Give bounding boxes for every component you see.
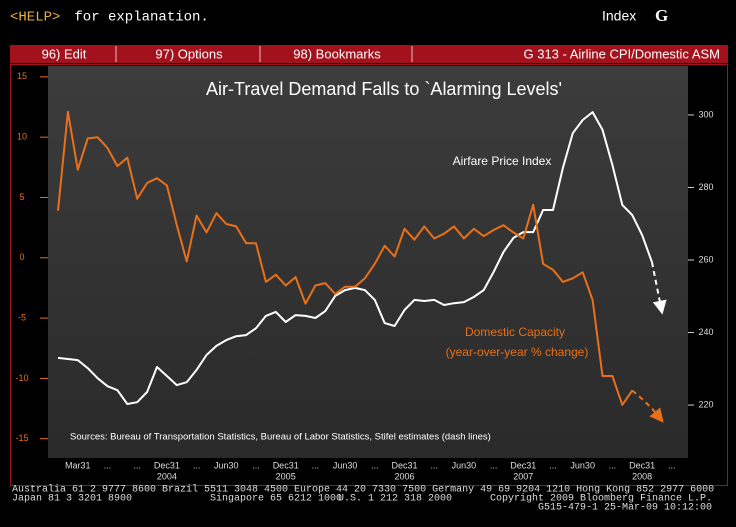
x-year-label: 2005 <box>276 471 296 481</box>
menu-item[interactable]: 97) Options <box>155 46 223 61</box>
x-tick-label: ... <box>371 460 379 470</box>
screen-key: G <box>655 6 668 25</box>
series-label: Airfare Price Index <box>453 154 552 168</box>
footer-text: Singapore 65 6212 1000 <box>210 493 342 505</box>
x-tick-label: ... <box>252 460 260 470</box>
help-text: for explanation. <box>66 10 209 26</box>
series-line <box>57 110 634 406</box>
help-key[interactable]: <HELP> <box>10 10 60 26</box>
menu-bar <box>10 45 728 63</box>
menu-item[interactable]: 96) Edit <box>42 46 87 61</box>
x-tick-label: Dec31 <box>154 460 180 470</box>
y-tick-label: -10 <box>15 373 28 383</box>
y-tick-label: 0 <box>19 252 24 262</box>
y-tick-label: 10 <box>17 132 27 142</box>
menu-item[interactable]: 98) Bookmarks <box>293 46 381 61</box>
y2-tick-label: 260 <box>698 254 713 264</box>
x-tick-label: Dec31 <box>629 460 655 470</box>
y2-tick-label: 240 <box>698 327 713 337</box>
x-tick-label: Mar31 <box>65 460 91 470</box>
x-year-label: 2008 <box>632 471 652 481</box>
y-tick-label: -5 <box>18 312 26 322</box>
x-year-label: 2006 <box>394 471 414 481</box>
x-tick-label: Dec31 <box>391 460 417 470</box>
x-tick-label: ... <box>430 460 438 470</box>
plot-area <box>48 66 688 458</box>
x-tick-label: ... <box>609 460 617 470</box>
footer-text: G515-479-1 25-Mar-09 10:12:00 <box>538 503 712 514</box>
x-tick-label: ... <box>312 460 320 470</box>
x-tick-label: ... <box>133 460 141 470</box>
x-tick-label: Jun30 <box>570 460 595 470</box>
x-tick-label: Dec31 <box>510 460 536 470</box>
footer-text: U.S. 1 212 318 2000 <box>338 494 452 505</box>
x-tick-label: ... <box>549 460 557 470</box>
x-tick-label: Jun30 <box>214 460 239 470</box>
x-tick-label: ... <box>668 460 676 470</box>
x-tick-label: ... <box>490 460 498 470</box>
series-label: Domestic Capacity <box>465 325 565 339</box>
y-tick-label: 15 <box>17 71 27 81</box>
series-line-estimate <box>631 389 664 423</box>
x-tick-label: ... <box>193 460 201 470</box>
y-tick-label: 5 <box>19 192 24 202</box>
annotation: (year-over-year % change) <box>446 345 589 359</box>
chart-title: Air-Travel Demand Falls to `Alarming Lev… <box>206 79 562 99</box>
source-note: Sources: Bureau of Transportation Statis… <box>70 432 491 443</box>
footer: Australia 61 2 9777 8600 Brazil 5511 304… <box>12 484 714 514</box>
footer-text: Japan 81 3 3201 8900 <box>12 494 132 505</box>
y2-tick-label: 220 <box>698 399 713 409</box>
x-tick-label: Dec31 <box>273 460 299 470</box>
x-year-label: 2007 <box>513 471 533 481</box>
series-line <box>57 111 653 405</box>
footer-text: Australia 61 2 9777 8600 Brazil 5511 304… <box>12 484 714 496</box>
x-year-label: 2004 <box>157 471 177 481</box>
y2-tick-label: 280 <box>698 182 713 192</box>
y2-tick-label: 300 <box>698 109 713 119</box>
screen-title: G 313 - Airline CPI/Domestic ASM <box>523 46 720 61</box>
screen-label: Index <box>602 8 636 24</box>
x-tick-label: Jun30 <box>333 460 358 470</box>
footer-text: Copyright 2009 Bloomberg Finance L.P. <box>490 493 712 505</box>
x-tick-label: Jun30 <box>452 460 477 470</box>
y-tick-label: -15 <box>15 433 28 443</box>
x-tick-label: ... <box>104 460 112 470</box>
